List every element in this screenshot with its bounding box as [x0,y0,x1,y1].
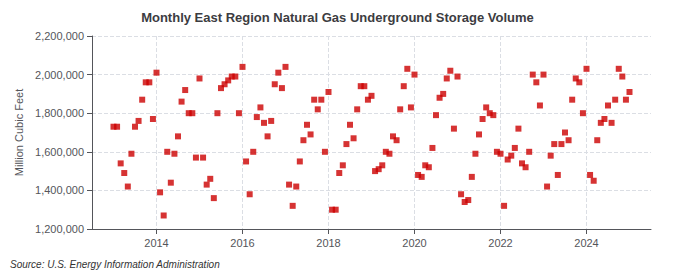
svg-text:Million Cubic Feet: Million Cubic Feet [13,89,25,176]
svg-text:1,400,000: 1,400,000 [35,184,84,196]
svg-text:2014: 2014 [144,237,168,249]
svg-text:2022: 2022 [488,237,512,249]
svg-text:2018: 2018 [316,237,340,249]
svg-text:Source: U.S. Energy Informatio: Source: U.S. Energy Information Administ… [10,259,220,270]
svg-text:1,600,000: 1,600,000 [35,146,84,158]
svg-text:2,000,000: 2,000,000 [35,69,84,81]
svg-text:2,200,000: 2,200,000 [35,30,84,42]
svg-text:2024: 2024 [574,237,598,249]
svg-text:Monthly East Region Natural Ga: Monthly East Region Natural Gas Undergro… [141,10,534,25]
svg-text:1,200,000: 1,200,000 [35,223,84,235]
svg-text:1,800,000: 1,800,000 [35,107,84,119]
svg-text:2016: 2016 [230,237,254,249]
svg-text:2020: 2020 [402,237,426,249]
